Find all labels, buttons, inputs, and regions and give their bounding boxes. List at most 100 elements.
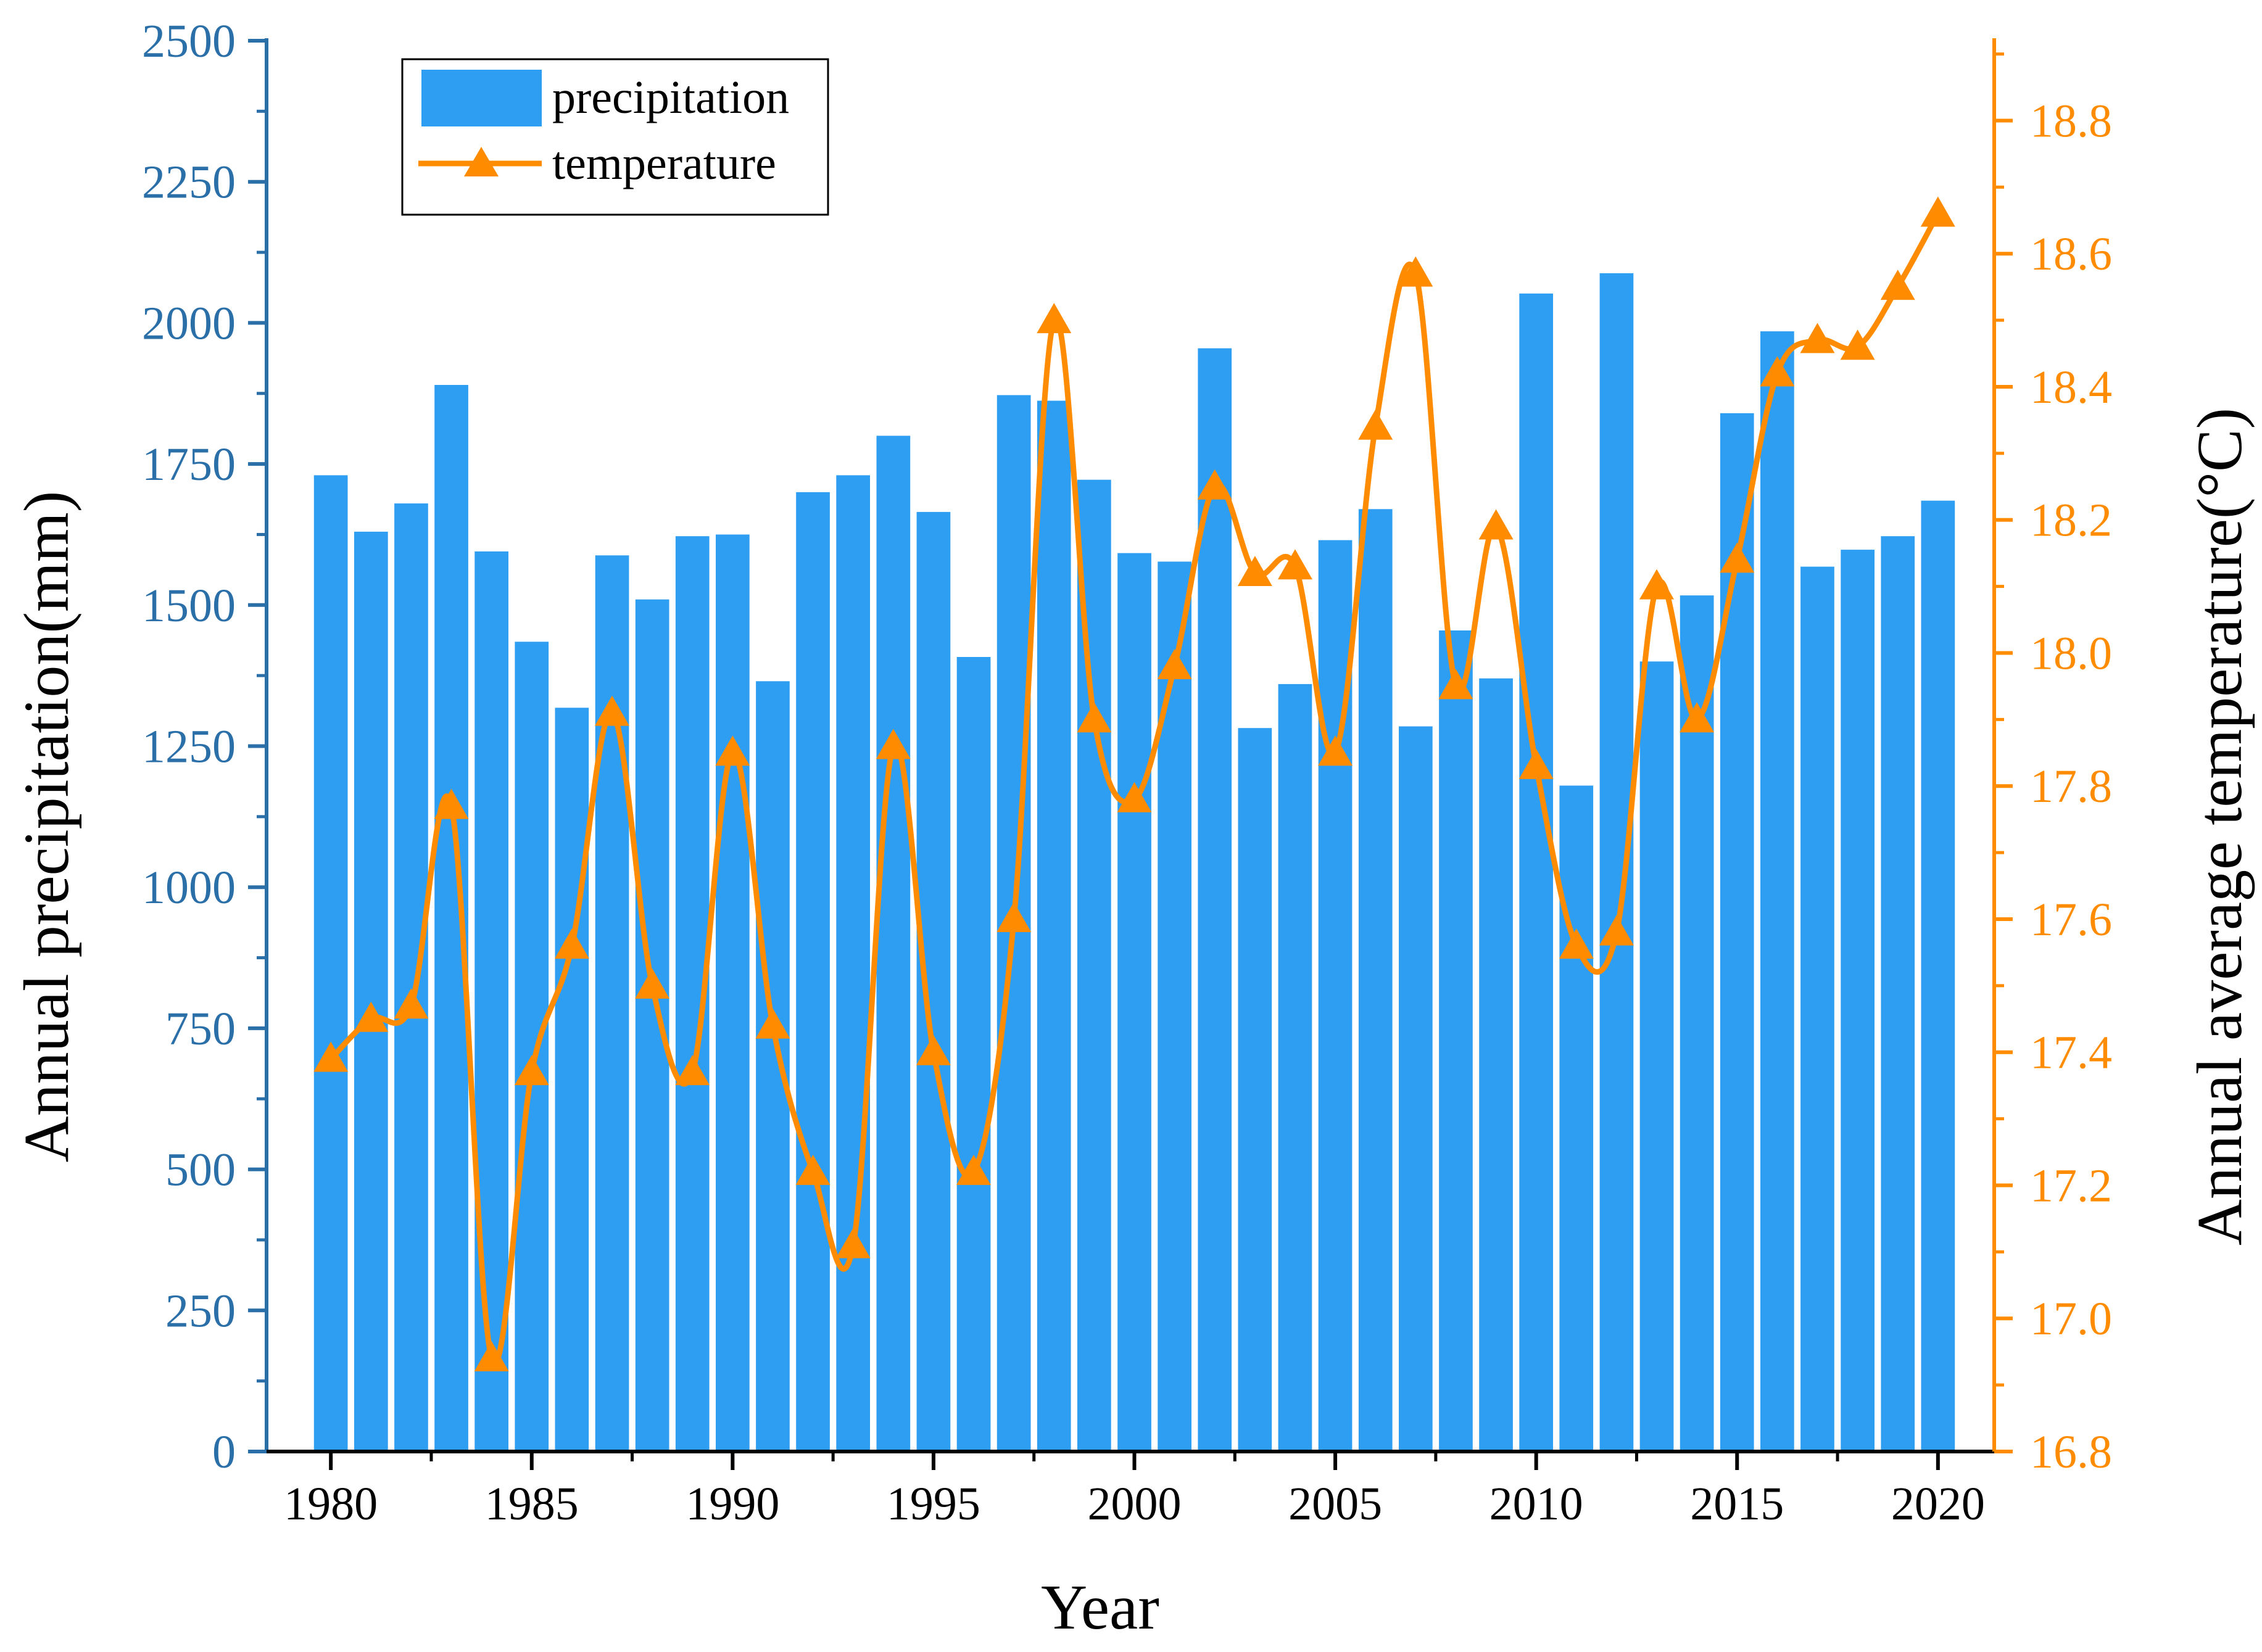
- left-y-tick-label: 2000: [142, 297, 236, 349]
- right-y-tick-label: 16.8: [2030, 1426, 2112, 1478]
- precipitation-bar: [354, 531, 388, 1452]
- precipitation-bar: [1881, 536, 1915, 1452]
- precipitation-bar: [1639, 661, 1674, 1452]
- temperature-marker: [1318, 735, 1353, 766]
- x-tick-label: 2020: [1891, 1478, 1985, 1530]
- temperature-marker: [1559, 928, 1594, 959]
- right-y-tick-label: 17.8: [2030, 761, 2112, 812]
- x-tick-label: 1990: [686, 1478, 779, 1530]
- precipitation-bar: [1399, 726, 1433, 1452]
- temperature-marker: [795, 1154, 831, 1185]
- temperature-marker: [1920, 196, 1955, 227]
- precipitation-bar: [956, 657, 991, 1452]
- left-y-tick-label: 0: [212, 1426, 236, 1478]
- right-y-tick-label: 18.4: [2030, 361, 2112, 413]
- precipitation-bar: [1037, 400, 1071, 1452]
- temperature-marker: [394, 988, 429, 1019]
- temperature-marker: [1800, 323, 1835, 353]
- temperature-marker: [1639, 569, 1674, 600]
- temperature-marker: [1077, 702, 1112, 733]
- precipitation-bar: [876, 436, 911, 1452]
- temperature-marker: [354, 1001, 389, 1032]
- legend-temperature-label: temperature: [552, 138, 776, 189]
- left-y-tick-label: 1250: [142, 721, 236, 773]
- temperature-marker: [1880, 270, 1915, 300]
- x-axis-title: Year: [1041, 1572, 1159, 1643]
- x-tick-label: 1985: [485, 1478, 579, 1530]
- right-y-tick-label: 17.6: [2030, 894, 2112, 946]
- precipitation-bar: [1760, 331, 1794, 1452]
- precipitation-bar: [1358, 509, 1393, 1452]
- precipitation-bar: [1238, 728, 1272, 1452]
- precipitation-bar: [555, 708, 589, 1452]
- left-y-axis-title: Annual precipitation(mm): [11, 491, 82, 1163]
- temperature-marker: [876, 729, 911, 759]
- legend-temperature-marker: [464, 147, 499, 176]
- temperature-marker: [956, 1154, 991, 1185]
- temperature-marker: [675, 1055, 710, 1086]
- temperature-marker: [715, 735, 750, 766]
- temperature-marker: [1760, 356, 1795, 387]
- temperature-marker: [1197, 469, 1232, 500]
- right-y-axis-title: Annual average temperature(°C): [2184, 408, 2255, 1245]
- precipitation-bar: [1439, 630, 1473, 1452]
- temperature-marker: [554, 928, 589, 959]
- precipitation-bar: [474, 551, 508, 1452]
- temperature-series-line: [328, 211, 1941, 1366]
- temperature-marker: [1518, 748, 1554, 779]
- right-y-tick-label: 18.8: [2030, 95, 2112, 147]
- legend-precipitation-label: precipitation: [552, 72, 789, 123]
- temperature-marker: [595, 695, 629, 726]
- left-y-tick-label: 2250: [142, 157, 236, 209]
- x-tick-label: 2000: [1088, 1478, 1182, 1530]
- x-tick-label: 2015: [1690, 1478, 1784, 1530]
- precipitation-bar: [1278, 684, 1312, 1452]
- left-y-tick-label: 1000: [142, 862, 236, 914]
- precipitation-bar: [1117, 553, 1151, 1452]
- temperature-marker: [1278, 549, 1312, 580]
- temperature-marker: [635, 968, 670, 999]
- temperature-marker: [1117, 782, 1152, 812]
- temperature-marker: [835, 1228, 871, 1258]
- left-y-tick-label: 1750: [142, 439, 236, 490]
- temperature-marker: [474, 1341, 509, 1371]
- x-tick-label: 1980: [284, 1478, 378, 1530]
- precipitation-bar: [394, 503, 428, 1452]
- temperature-marker: [996, 902, 1032, 932]
- temperature-marker: [1599, 915, 1634, 946]
- legend: precipitation temperature: [401, 58, 829, 216]
- precipitation-bar: [1519, 293, 1553, 1452]
- precipitation-bar: [796, 492, 830, 1452]
- temperature-marker: [514, 1055, 549, 1086]
- right-y-tick-label: 18.0: [2030, 627, 2112, 679]
- temperature-marker: [1478, 509, 1514, 540]
- precipitation-bar: [1841, 550, 1875, 1452]
- legend-precipitation-swatch: [421, 70, 542, 126]
- left-y-tick-label: 750: [165, 1003, 236, 1055]
- right-y-tick-label: 17.2: [2030, 1160, 2112, 1212]
- temperature-marker: [1237, 556, 1272, 586]
- precipitation-bar: [1077, 479, 1111, 1452]
- precipitation-bar: [1479, 678, 1513, 1452]
- x-tick-label: 2005: [1288, 1478, 1382, 1530]
- temperature-marker: [1680, 702, 1715, 733]
- precipitation-bar: [1158, 561, 1191, 1452]
- precipitation-bar: [836, 475, 870, 1452]
- temperature-marker: [1157, 649, 1192, 679]
- temperature-marker: [916, 1035, 951, 1065]
- temperature-marker: [1720, 542, 1755, 573]
- bars-layer: [313, 273, 1955, 1452]
- precipitation-bar: [313, 475, 348, 1452]
- left-y-tick-label: 500: [165, 1144, 236, 1196]
- left-y-tick-label: 250: [165, 1285, 236, 1337]
- temperature-marker: [1358, 409, 1393, 440]
- right-y-tick-label: 18.6: [2030, 228, 2112, 280]
- temperature-marker: [1438, 669, 1473, 700]
- precipitation-bar: [1559, 785, 1594, 1452]
- precipitation-bar: [595, 555, 629, 1452]
- temperature-marker: [755, 1008, 790, 1039]
- axes-layer: 0 250 500 750 1000 1250 1500 1750 2000 2250 2500 16…: [142, 15, 2112, 1530]
- temperature-marker: [1037, 303, 1072, 334]
- right-y-tick-label: 17.0: [2030, 1293, 2112, 1345]
